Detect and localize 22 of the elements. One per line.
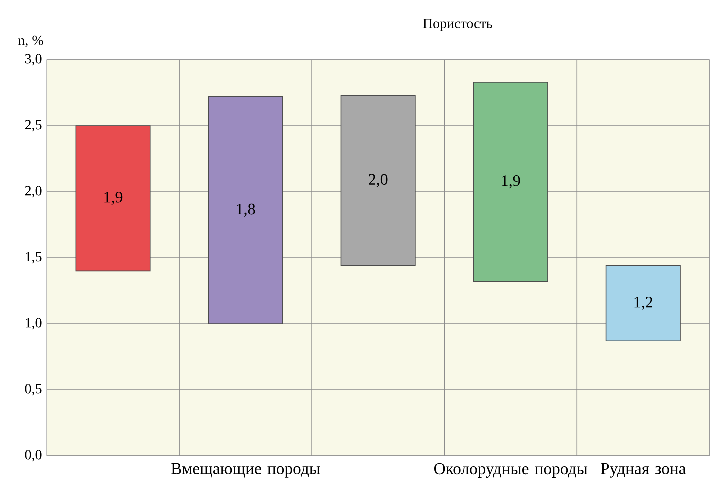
x-tick-label: Околорудные породы bbox=[434, 463, 588, 478]
y-tick-label: 0,5 bbox=[25, 384, 42, 396]
annotation: 1,2 bbox=[634, 296, 653, 310]
bar bbox=[208, 96, 284, 324]
bar bbox=[473, 82, 548, 282]
x-tick-label: Вмещающие породы bbox=[172, 463, 320, 478]
y-axis-title: n, % bbox=[18, 36, 44, 48]
y-tick-label: 1,0 bbox=[26, 318, 42, 330]
y-tick-label: 3,0 bbox=[25, 54, 42, 66]
y-tick-label: 2,5 bbox=[25, 120, 42, 132]
x-tick-label: Рудная зона bbox=[601, 463, 686, 478]
annotation: 1,9 bbox=[502, 176, 520, 189]
y-tick-label: 1,5 bbox=[26, 252, 42, 264]
y-tick-label: 0,0 bbox=[25, 450, 42, 462]
bar bbox=[340, 95, 416, 266]
annotation: 1,8 bbox=[237, 204, 256, 218]
annotation: 1,9 bbox=[104, 192, 123, 206]
bar bbox=[76, 126, 151, 272]
chart-title: Пористость bbox=[423, 19, 492, 32]
y-tick-label: 2,0 bbox=[25, 186, 42, 198]
bar bbox=[606, 266, 681, 342]
annotation: 2,0 bbox=[369, 174, 388, 188]
